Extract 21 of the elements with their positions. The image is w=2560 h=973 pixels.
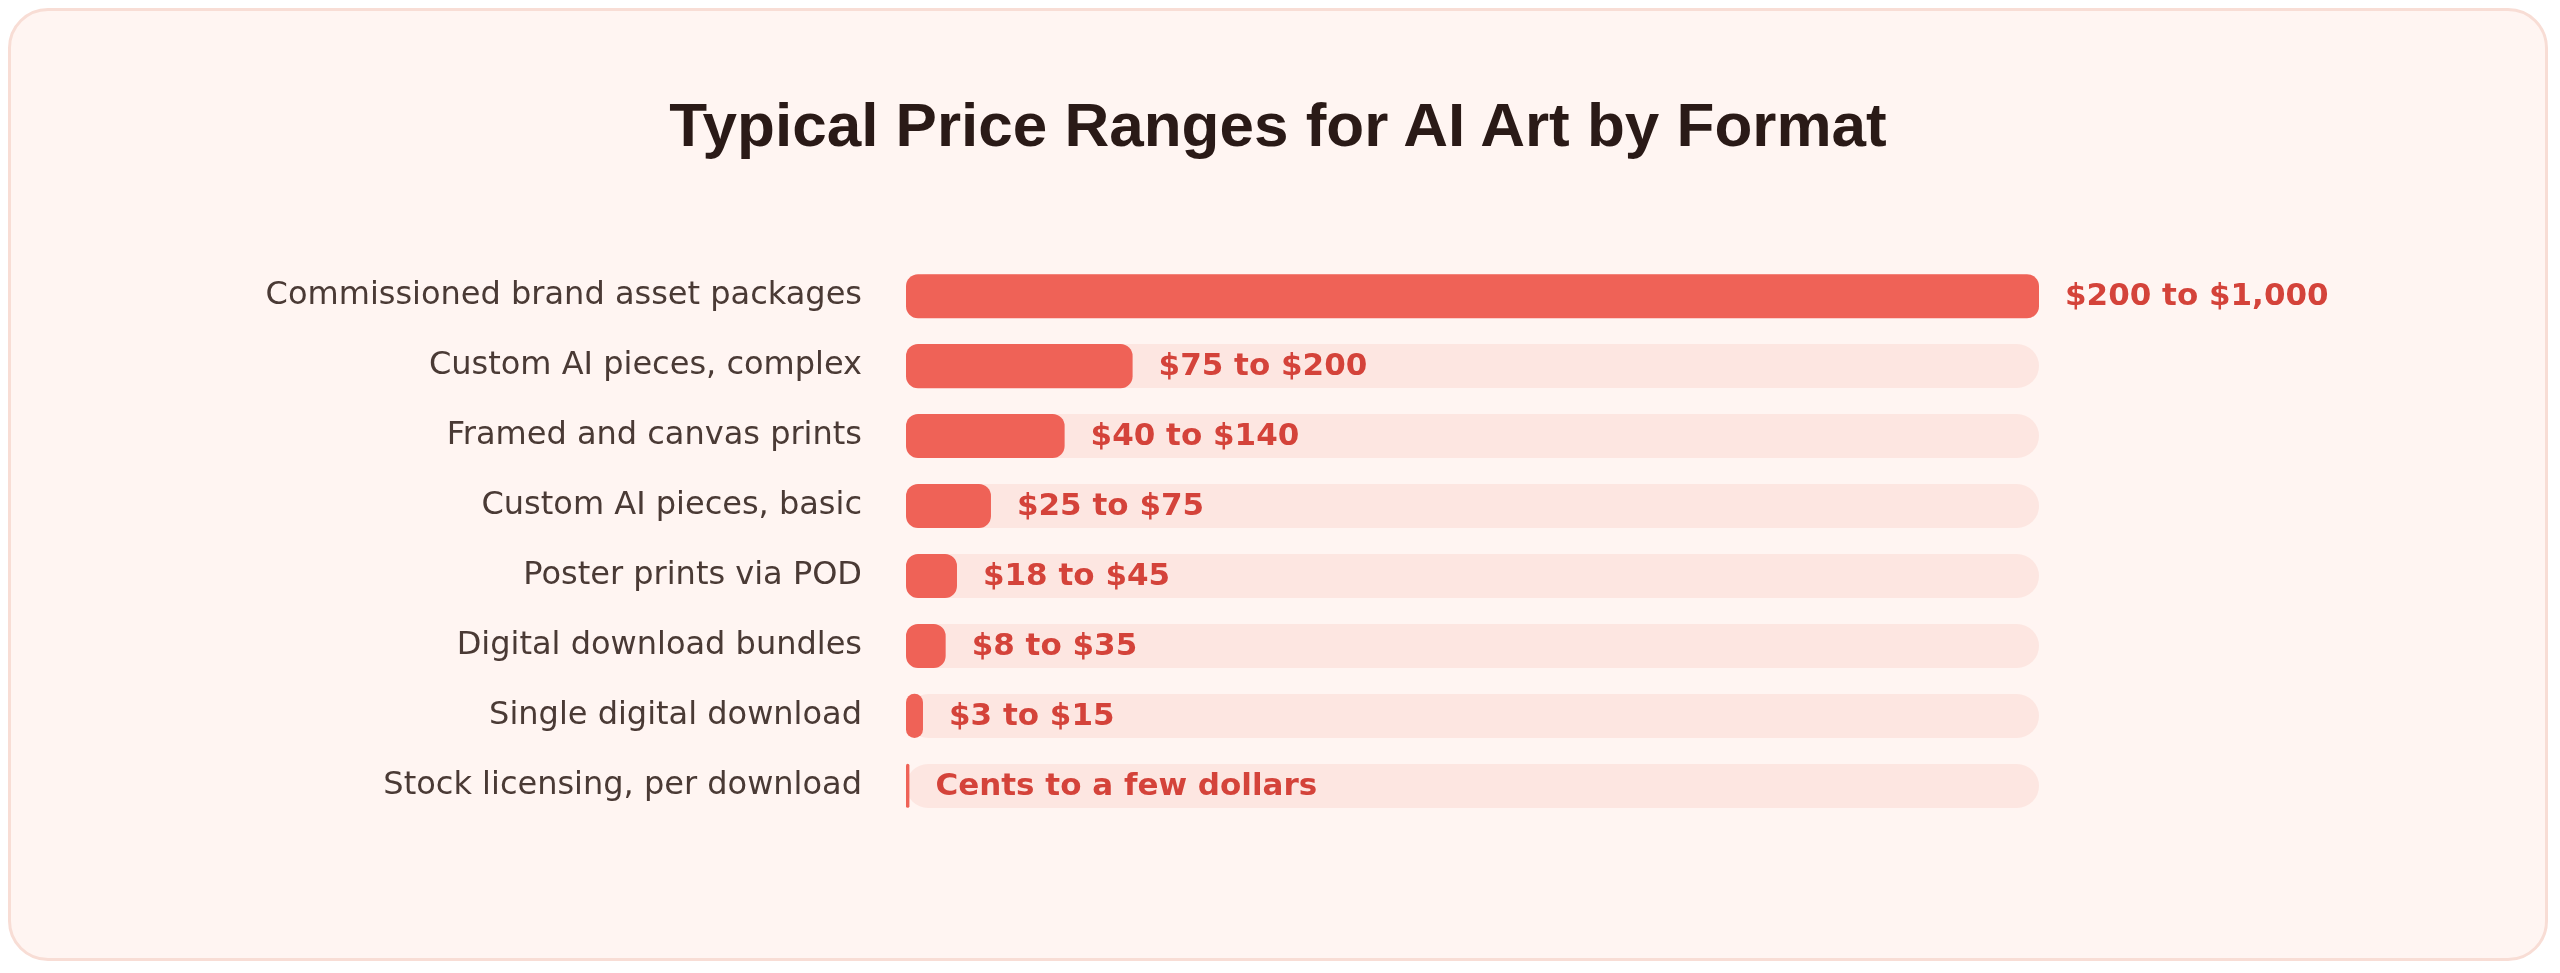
bar xyxy=(906,414,1065,459)
data-label: $18 to $45 xyxy=(982,556,1171,593)
data-label: $8 to $35 xyxy=(971,625,1138,662)
bar xyxy=(906,483,991,529)
data-label: $3 to $15 xyxy=(948,695,1115,732)
y-tick-label: Poster prints via POD xyxy=(523,554,862,593)
chart-title: Typical Price Ranges for AI Art by Format xyxy=(668,89,1888,160)
y-tick-label: Framed and canvas prints xyxy=(446,414,862,453)
y-tick-label: Commissioned brand asset packages xyxy=(265,274,862,313)
data-label: Cents to a few dollars xyxy=(935,765,1318,802)
y-tick-label: Custom AI pieces, complex xyxy=(428,344,862,383)
y-tick-label: Custom AI pieces, basic xyxy=(481,484,862,523)
y-tick-label: Single digital download xyxy=(489,694,862,733)
y-tick-label: Digital download bundles xyxy=(456,624,862,663)
data-label: $40 to $140 xyxy=(1090,416,1300,453)
data-label: $200 to $1,000 xyxy=(2065,276,2329,313)
y-tick-label: Stock licensing, per download xyxy=(383,764,862,803)
data-label: $25 to $75 xyxy=(1016,486,1205,523)
bar xyxy=(906,344,1133,389)
bar xyxy=(906,553,957,599)
data-label: $75 to $200 xyxy=(1158,346,1368,383)
